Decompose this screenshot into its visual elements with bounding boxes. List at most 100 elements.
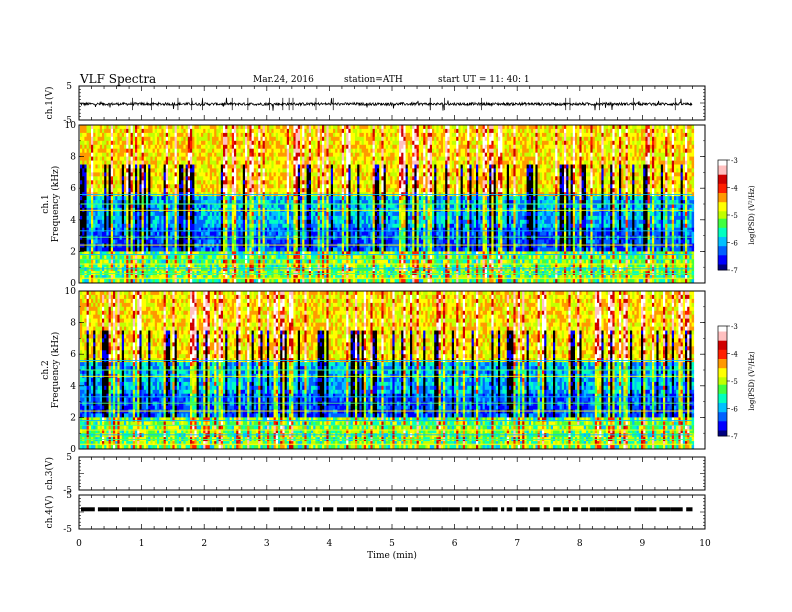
ch1-spectrogram-cell (124, 247, 127, 252)
ch1-spectrogram-cell (313, 136, 316, 142)
ch1-spectrogram-cell (269, 152, 272, 157)
ch1-spectrogram-cell (300, 172, 303, 177)
ch1-spectrogram-cell (146, 243, 149, 248)
ch1-spectrogram-cell (161, 235, 164, 240)
ch1-spectrogram-cell (121, 180, 125, 185)
ch1-spectrogram-cell (220, 263, 224, 268)
ch1-spectrogram-cell (181, 164, 184, 169)
ch1-spectrogram-cell (80, 184, 83, 189)
ch1-spectrogram-cell (282, 239, 285, 244)
ch1-spectrogram-cell (220, 227, 224, 232)
ch1-spectrogram-cell (108, 156, 112, 161)
ch1-spectrogram-cell (168, 196, 171, 201)
ch1-spectrogram-cell (313, 152, 316, 157)
ch1-spectrogram-cell (264, 275, 268, 280)
ch1-spectrogram-cell (110, 239, 114, 244)
ch1-spectrogram-cell (97, 152, 101, 157)
ch1-spectrogram-cell (278, 172, 281, 177)
ch1-spectrogram-cell (247, 184, 250, 189)
ch1-spectrogram-cell (198, 125, 202, 130)
ch1-spectrogram-cell (121, 267, 125, 272)
ch1-spectrogram-cell (214, 223, 217, 229)
ch1-spectrogram-cell (245, 231, 248, 236)
ch1-spectrogram-cell (207, 251, 211, 256)
ch1-spectrogram-cell (229, 275, 233, 280)
ch1-spectrogram-cell (117, 176, 120, 181)
ch1-spectrogram-cell (97, 188, 101, 193)
ch1-spectrogram-cell (335, 184, 338, 189)
ch1-spectrogram-cell (269, 196, 272, 201)
ch1-spectrogram-cell (242, 211, 246, 217)
ch1-spectrogram-cell (198, 136, 202, 142)
ch1-spectrogram-cell (99, 164, 103, 169)
ch1-spectrogram-cell (192, 144, 195, 150)
ch1-spectrogram-cell (84, 204, 87, 209)
ch1-spectrogram-cell (302, 164, 305, 169)
ch1-spectrogram-cell (159, 275, 162, 280)
ch1-spectrogram-cell (225, 168, 228, 173)
ch1-spectrogram-cell (256, 247, 259, 252)
ch1-spectrogram-cell (262, 180, 266, 185)
ch1-spectrogram-cell (168, 255, 171, 260)
ch1-spectrogram-cell (185, 243, 189, 248)
ch1-spectrogram-cell (330, 204, 334, 209)
ch1-spectrogram-cell (115, 168, 118, 173)
ch1-spectrogram-cell (214, 275, 217, 280)
ch1-spectrogram-cell (174, 140, 178, 146)
ch1-spectrogram-cell (260, 215, 263, 221)
ch1-spectrogram-cell (115, 164, 118, 169)
ch1-spectrogram-cell (172, 200, 175, 205)
ch1-spectrogram-cell (117, 247, 120, 252)
ch1-spectrogram-cell (146, 251, 149, 256)
ch1-spectrogram-cell (154, 263, 158, 268)
ch1-spectrogram-cell (201, 259, 204, 264)
ch1-spectrogram-cell (150, 219, 153, 225)
ch1-spectrogram-cell (319, 267, 323, 272)
ch1-spectrogram-cell (240, 132, 244, 138)
ch1-spectrogram-cell (297, 172, 301, 177)
ch1-spectrogram-cell (326, 251, 329, 256)
ch1-spectrogram-cell (337, 267, 340, 272)
ch1-spectrogram-cell (313, 140, 316, 146)
ch1-spectrogram-cell (106, 160, 109, 165)
ch1-spectrogram-cell (251, 128, 255, 134)
ch1-spectrogram-cell (203, 211, 206, 217)
ch1-spectrogram-cell (161, 140, 164, 146)
ch1-spectrogram-cell (313, 263, 316, 268)
ch1-spectrogram-cell (143, 188, 147, 193)
ch1-spectrogram-cell (183, 255, 186, 260)
ch1-spectrogram-cell (207, 243, 211, 248)
ch1-spectrogram-cell (295, 247, 299, 252)
ch1-spectrogram-cell (203, 227, 206, 232)
ch1-spectrogram-cell (115, 176, 118, 181)
ch1-spectrogram-cell (150, 223, 153, 229)
ch1-spectrogram-cell (249, 160, 252, 165)
ch1-spectrogram-cell (119, 132, 123, 138)
ch1-spectrogram-cell (157, 223, 160, 229)
ch1-spectrogram-cell (289, 243, 292, 248)
ch1-spectrogram-cell (212, 239, 215, 244)
ch1-spectrogram-cell (82, 196, 85, 201)
ch1-spectrogram-cell (201, 148, 204, 153)
ch1-spectrogram-cell (260, 279, 263, 284)
ch1-spectrogram-cell (146, 196, 149, 201)
ch1-spectrogram-cell (249, 152, 252, 157)
ch1-spectrogram-cell (117, 263, 120, 268)
ch1-spectrogram-cell (218, 200, 222, 205)
ch1-spectrogram-cell (128, 215, 131, 221)
ch1-spectrogram-cell (163, 176, 167, 181)
ch1-spectrogram-cell (113, 148, 116, 153)
ch1-spectrogram-cell (198, 152, 202, 157)
ch1-spectrogram-cell (286, 215, 290, 221)
ch1-spectrogram-cell (245, 235, 248, 240)
ch1-spectrogram-cell (161, 125, 164, 130)
ch1-spectrogram-cell (297, 279, 301, 284)
ch1-spectrogram-cell (124, 180, 127, 185)
ch1-spectrogram-cell (297, 196, 301, 201)
ch1-spectrogram-cell (207, 227, 211, 232)
ch1-spectrogram-cell (192, 164, 195, 169)
ch1-spectrogram-cell (132, 152, 136, 157)
ch1-spectrogram-cell (201, 184, 204, 189)
ch1-spectrogram-cell (113, 200, 116, 205)
ch1-spectrogram-cell (121, 125, 125, 130)
